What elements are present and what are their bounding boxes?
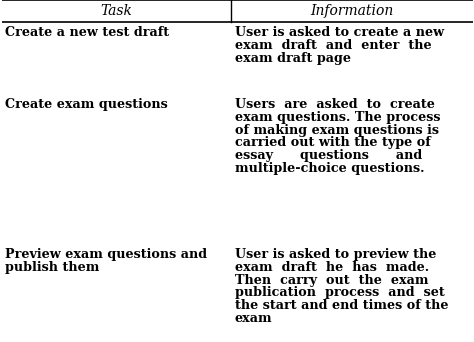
Text: publication  process  and  set: publication process and set xyxy=(235,287,445,300)
Text: Preview exam questions and: Preview exam questions and xyxy=(5,248,207,261)
Text: Information: Information xyxy=(310,4,393,18)
Text: exam  draft  and  enter  the: exam draft and enter the xyxy=(235,39,431,52)
Text: exam: exam xyxy=(235,312,272,325)
Text: User is asked to preview the: User is asked to preview the xyxy=(235,248,436,261)
Text: Create a new test draft: Create a new test draft xyxy=(5,26,169,39)
Text: exam questions. The process: exam questions. The process xyxy=(235,111,440,124)
Text: Users  are  asked  to  create: Users are asked to create xyxy=(235,98,435,111)
Text: carried out with the type of: carried out with the type of xyxy=(235,136,430,149)
Text: multiple-choice questions.: multiple-choice questions. xyxy=(235,162,424,175)
Text: exam draft page: exam draft page xyxy=(235,52,351,65)
Text: Create exam questions: Create exam questions xyxy=(5,98,167,111)
Text: Task: Task xyxy=(100,4,133,18)
Text: essay      questions      and: essay questions and xyxy=(235,149,422,162)
Text: publish them: publish them xyxy=(5,261,99,274)
Text: User is asked to create a new: User is asked to create a new xyxy=(235,26,444,39)
Text: of making exam questions is: of making exam questions is xyxy=(235,124,438,137)
Text: Then  carry  out  the  exam: Then carry out the exam xyxy=(235,274,428,287)
Text: exam  draft  he  has  made.: exam draft he has made. xyxy=(235,261,429,274)
Text: the start and end times of the: the start and end times of the xyxy=(235,299,448,312)
